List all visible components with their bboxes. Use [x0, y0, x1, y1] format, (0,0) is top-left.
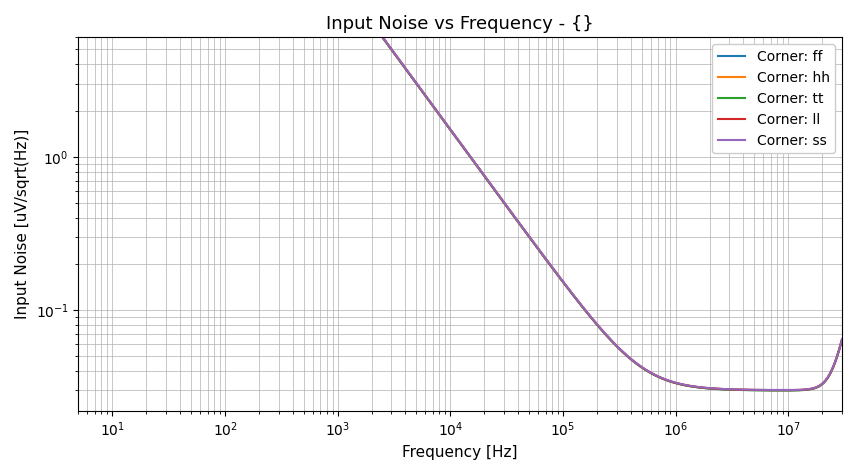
Corner: tt: (4.32e+04, 0.348): tt: (4.32e+04, 0.348)	[517, 224, 527, 230]
Corner: hh: (6.51e+04, 0.233): hh: (6.51e+04, 0.233)	[536, 251, 547, 256]
Corner: tt: (3e+07, 0.0641): tt: (3e+07, 0.0641)	[836, 337, 847, 342]
Corner: ff: (9.11e+06, 0.0301): ff: (9.11e+06, 0.0301)	[778, 388, 788, 393]
Corner: hh: (9.11e+06, 0.0301): hh: (9.11e+06, 0.0301)	[778, 387, 788, 393]
Legend: Corner: ff, Corner: hh, Corner: tt, Corner: ll, Corner: ss: Corner: ff, Corner: hh, Corner: tt, Corn…	[712, 44, 835, 153]
Corner: ff: (6.92e+05, 0.037): ff: (6.92e+05, 0.037)	[652, 374, 662, 380]
Corner: hh: (1.04e+05, 0.148): hh: (1.04e+05, 0.148)	[560, 281, 570, 287]
Corner: hh: (4.32e+04, 0.35): hh: (4.32e+04, 0.35)	[517, 224, 527, 229]
Corner: ll: (3.43e+06, 0.0304): ll: (3.43e+06, 0.0304)	[731, 387, 741, 392]
Corner: ss: (9.11e+06, 0.0302): ss: (9.11e+06, 0.0302)	[778, 387, 788, 393]
Corner: ss: (4.32e+04, 0.35): ss: (4.32e+04, 0.35)	[517, 224, 527, 229]
Corner: ll: (6.51e+04, 0.233): ll: (6.51e+04, 0.233)	[536, 251, 547, 256]
Corner: ff: (3e+07, 0.0642): ff: (3e+07, 0.0642)	[836, 337, 847, 342]
Corner: ff: (3.43e+06, 0.0303): ff: (3.43e+06, 0.0303)	[731, 387, 741, 393]
Corner: tt: (6.92e+05, 0.0369): tt: (6.92e+05, 0.0369)	[652, 374, 662, 380]
Corner: tt: (6.51e+04, 0.232): tt: (6.51e+04, 0.232)	[536, 251, 547, 257]
Title: Input Noise vs Frequency - {}: Input Noise vs Frequency - {}	[327, 15, 594, 33]
Corner: ll: (6.92e+05, 0.0371): ll: (6.92e+05, 0.0371)	[652, 373, 662, 379]
Line: Corner: ll: Corner: ll	[79, 0, 842, 390]
Line: Corner: ss: Corner: ss	[79, 0, 842, 390]
Corner: ss: (3e+07, 0.0645): ss: (3e+07, 0.0645)	[836, 336, 847, 342]
Y-axis label: Input Noise [uV/sqrt(Hz)]: Input Noise [uV/sqrt(Hz)]	[15, 129, 30, 319]
Corner: ll: (4.32e+04, 0.349): ll: (4.32e+04, 0.349)	[517, 224, 527, 230]
Corner: ss: (1.04e+05, 0.148): ss: (1.04e+05, 0.148)	[560, 281, 570, 287]
Corner: ss: (6.51e+04, 0.234): ss: (6.51e+04, 0.234)	[536, 251, 547, 256]
Corner: ll: (9.11e+06, 0.0301): ll: (9.11e+06, 0.0301)	[778, 387, 788, 393]
Corner: hh: (3.43e+06, 0.0304): hh: (3.43e+06, 0.0304)	[731, 387, 741, 392]
Corner: tt: (9.11e+06, 0.03): tt: (9.11e+06, 0.03)	[778, 388, 788, 393]
Corner: ss: (6.92e+05, 0.0372): ss: (6.92e+05, 0.0372)	[652, 373, 662, 379]
Line: Corner: ff: Corner: ff	[79, 0, 842, 390]
X-axis label: Frequency [Hz]: Frequency [Hz]	[403, 445, 518, 460]
Corner: hh: (3e+07, 0.0644): hh: (3e+07, 0.0644)	[836, 337, 847, 342]
Corner: hh: (6.92e+05, 0.0371): hh: (6.92e+05, 0.0371)	[652, 373, 662, 379]
Corner: ff: (6.51e+04, 0.232): ff: (6.51e+04, 0.232)	[536, 251, 547, 257]
Line: Corner: tt: Corner: tt	[79, 0, 842, 390]
Corner: ff: (1.04e+05, 0.147): ff: (1.04e+05, 0.147)	[560, 282, 570, 287]
Corner: tt: (3.43e+06, 0.0303): tt: (3.43e+06, 0.0303)	[731, 387, 741, 393]
Corner: tt: (1.04e+05, 0.147): tt: (1.04e+05, 0.147)	[560, 282, 570, 287]
Line: Corner: hh: Corner: hh	[79, 0, 842, 390]
Corner: ss: (3.43e+06, 0.0305): ss: (3.43e+06, 0.0305)	[731, 387, 741, 392]
Corner: ll: (3e+07, 0.0644): ll: (3e+07, 0.0644)	[836, 337, 847, 342]
Corner: ff: (4.32e+04, 0.349): ff: (4.32e+04, 0.349)	[517, 224, 527, 230]
Corner: ll: (1.04e+05, 0.148): ll: (1.04e+05, 0.148)	[560, 281, 570, 287]
